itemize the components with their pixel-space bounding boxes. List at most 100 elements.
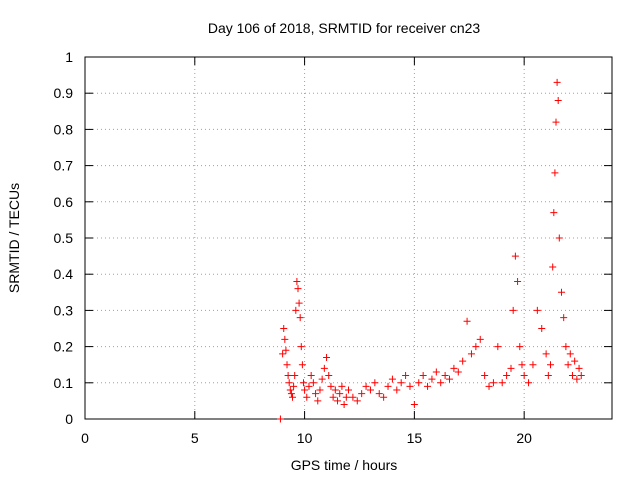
x-axis-label: GPS time / hours	[291, 457, 398, 473]
y-axis: 0 0.1 0.2 0.3 0.4 0.5 0.6 0.7 0.8 0.9 1	[54, 49, 612, 427]
data-point	[428, 375, 436, 383]
data-point	[297, 343, 305, 351]
data-point	[467, 350, 475, 358]
data-point	[299, 379, 307, 387]
y-tick-label: 0.2	[54, 339, 74, 355]
data-point	[518, 361, 526, 369]
data-point	[316, 386, 324, 394]
data-point	[560, 314, 568, 322]
data-point	[281, 335, 289, 343]
data-point	[544, 372, 552, 380]
y-tick-label: 0	[65, 411, 73, 427]
data-point	[555, 234, 563, 242]
data-point	[463, 317, 471, 325]
data-point	[371, 379, 379, 387]
data-point	[554, 96, 562, 104]
data-point	[485, 382, 493, 390]
data-point	[345, 386, 352, 394]
data-point	[446, 375, 454, 383]
data-point	[388, 375, 396, 383]
data-point	[525, 379, 533, 387]
data-point	[287, 390, 295, 398]
data-point	[432, 368, 440, 376]
data-point	[459, 357, 467, 365]
data-point	[298, 361, 306, 369]
data-point	[511, 252, 519, 260]
data-point	[507, 364, 515, 372]
data-point	[384, 382, 392, 390]
data-point	[454, 368, 462, 376]
data-point	[307, 372, 315, 380]
data-point	[402, 372, 410, 380]
chart-title: Day 106 of 2018, SRMTID for receiver cn2…	[208, 20, 481, 36]
data-point	[397, 379, 405, 387]
data-point	[393, 386, 401, 394]
data-point	[481, 372, 489, 380]
data-point	[349, 393, 357, 401]
data-point	[472, 343, 480, 351]
data-point	[291, 372, 299, 380]
x-axis: 0 5 10 15 20	[81, 57, 532, 446]
data-point	[283, 361, 291, 369]
data-point	[410, 401, 418, 409]
data-point	[533, 306, 541, 314]
data-point	[323, 353, 331, 361]
data-point	[285, 379, 293, 387]
data-point	[503, 372, 511, 380]
x-tick-label: 0	[81, 430, 89, 446]
data-points	[276, 78, 585, 423]
data-point	[303, 393, 311, 401]
y-tick-label: 0.1	[54, 375, 74, 391]
data-point	[342, 393, 350, 401]
data-point	[340, 401, 348, 409]
data-point	[295, 299, 303, 307]
data-point	[424, 382, 432, 390]
data-point	[529, 361, 537, 369]
data-point	[437, 379, 445, 387]
data-point	[327, 382, 335, 390]
data-point	[419, 372, 427, 380]
data-point	[568, 372, 576, 380]
data-point	[520, 372, 528, 380]
y-tick-label: 0.5	[54, 230, 74, 246]
data-point	[279, 350, 287, 358]
data-point	[547, 361, 555, 369]
data-point	[296, 314, 304, 322]
x-tick-label: 5	[191, 430, 199, 446]
grid	[85, 57, 612, 419]
data-point	[301, 386, 309, 394]
data-point	[415, 379, 423, 387]
y-tick-label: 0.3	[54, 302, 74, 318]
data-point	[276, 415, 284, 423]
data-point	[573, 375, 581, 383]
data-point	[314, 397, 322, 405]
data-point	[557, 288, 565, 296]
data-point	[280, 325, 288, 332]
data-point	[353, 397, 361, 405]
data-point	[289, 393, 297, 401]
y-tick-label: 0.6	[54, 194, 74, 210]
data-point	[552, 118, 560, 126]
data-point	[566, 350, 574, 358]
data-point	[514, 277, 522, 285]
data-point	[329, 393, 337, 401]
data-point	[542, 350, 550, 358]
data-point	[538, 325, 546, 332]
data-point	[549, 263, 557, 271]
y-tick-label: 0.8	[54, 121, 74, 137]
data-point	[489, 379, 497, 387]
data-point	[406, 382, 414, 390]
data-point	[380, 393, 388, 401]
data-point	[338, 382, 346, 390]
data-point	[293, 277, 301, 285]
data-point	[305, 382, 313, 390]
data-point	[325, 372, 333, 380]
data-point	[334, 397, 342, 405]
data-point	[516, 343, 524, 351]
data-point	[282, 346, 290, 354]
y-tick-label: 0.9	[54, 85, 74, 101]
x-tick-label: 20	[516, 430, 532, 446]
data-point	[286, 386, 294, 394]
